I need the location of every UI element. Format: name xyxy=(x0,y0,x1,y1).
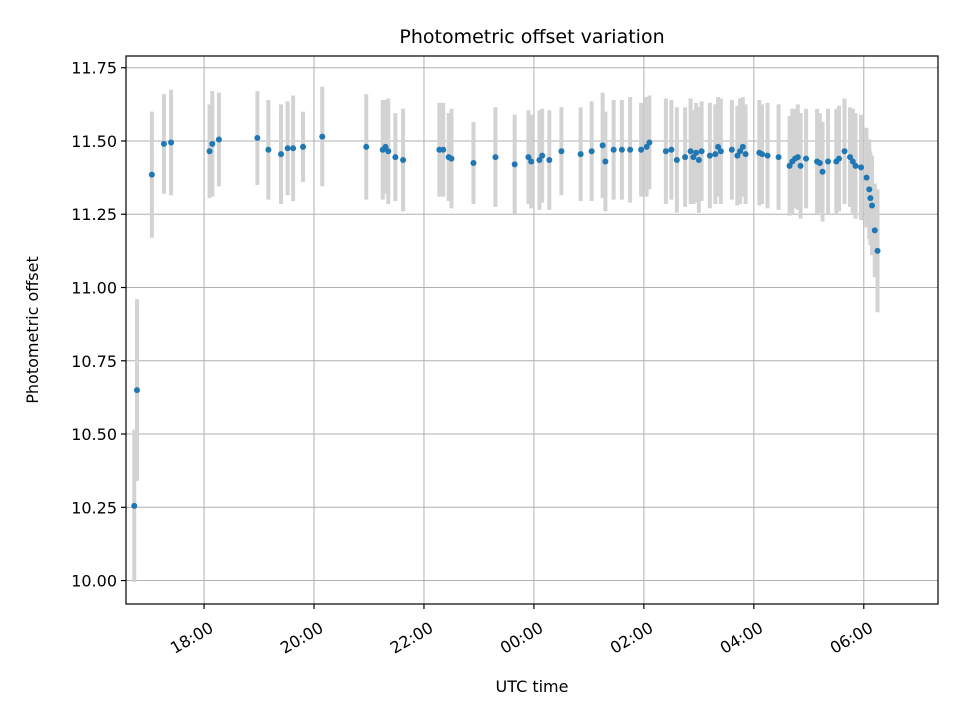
data-point xyxy=(825,158,832,165)
data-point xyxy=(866,186,873,193)
data-point xyxy=(662,148,669,155)
data-point xyxy=(728,146,735,153)
data-point xyxy=(638,146,645,153)
x-axis-title: UTC time xyxy=(496,677,569,696)
data-point xyxy=(290,145,297,152)
data-point xyxy=(627,146,634,153)
data-point xyxy=(528,158,535,165)
data-point xyxy=(715,143,722,150)
data-point xyxy=(849,158,856,165)
data-point xyxy=(673,157,680,164)
data-point xyxy=(858,164,865,171)
data-point xyxy=(602,158,609,165)
data-point xyxy=(206,148,213,155)
data-point xyxy=(803,155,810,162)
data-point xyxy=(643,143,650,150)
data-point xyxy=(871,227,878,234)
data-point xyxy=(131,502,138,509)
chart-title: Photometric offset variation xyxy=(399,26,664,48)
data-point xyxy=(739,143,746,150)
y-axis-title: Photometric offset xyxy=(23,256,42,404)
data-point xyxy=(254,135,261,142)
data-point xyxy=(706,152,713,159)
data-point xyxy=(133,387,140,394)
data-point xyxy=(525,154,532,161)
data-point xyxy=(382,143,389,150)
data-point xyxy=(284,145,291,152)
data-point xyxy=(847,154,854,161)
data-point xyxy=(511,161,518,168)
data-point xyxy=(682,154,689,161)
data-point xyxy=(734,152,741,159)
data-point xyxy=(841,148,848,155)
y-tick-label: 10.00 xyxy=(71,572,117,591)
data-points xyxy=(131,133,881,509)
data-point xyxy=(440,146,447,153)
data-point xyxy=(775,154,782,161)
data-point xyxy=(742,151,749,158)
data-point xyxy=(392,154,399,161)
data-point xyxy=(558,148,565,155)
data-point xyxy=(712,151,719,158)
data-point xyxy=(588,148,595,155)
y-tick-label: 10.25 xyxy=(71,498,117,517)
data-point xyxy=(160,140,167,147)
data-point xyxy=(646,139,653,146)
y-tick-label: 11.25 xyxy=(71,205,117,224)
data-point xyxy=(852,162,859,169)
data-point xyxy=(470,159,477,166)
data-point xyxy=(687,148,694,155)
data-point xyxy=(786,162,793,169)
data-point xyxy=(168,139,175,146)
data-point xyxy=(215,136,222,143)
data-point xyxy=(797,162,804,169)
y-tick-label: 11.75 xyxy=(71,59,117,78)
data-point xyxy=(300,143,307,150)
data-point xyxy=(759,151,766,158)
data-point xyxy=(737,148,744,155)
y-tick-label: 10.75 xyxy=(71,352,117,371)
y-tick-label: 11.50 xyxy=(71,132,117,151)
data-point xyxy=(618,146,625,153)
data-point xyxy=(693,149,700,156)
data-point xyxy=(492,154,499,161)
data-point xyxy=(698,148,705,155)
data-point xyxy=(319,133,326,140)
data-point xyxy=(867,195,874,202)
data-point xyxy=(448,155,455,162)
y-tick-label: 11.00 xyxy=(71,279,117,298)
data-point xyxy=(874,247,881,254)
data-point xyxy=(546,157,553,164)
data-point xyxy=(836,155,843,162)
data-point xyxy=(819,168,826,175)
data-point xyxy=(265,146,272,153)
data-point xyxy=(209,140,216,147)
data-point xyxy=(863,174,870,181)
data-point xyxy=(278,151,285,158)
data-point xyxy=(695,157,702,164)
plot-frame xyxy=(125,55,939,605)
data-point xyxy=(764,152,771,159)
y-tick-label: 10.50 xyxy=(71,425,117,444)
data-point xyxy=(536,157,543,164)
data-point xyxy=(599,142,606,149)
data-point xyxy=(577,151,584,158)
data-point xyxy=(148,171,155,178)
data-point xyxy=(610,146,617,153)
data-point xyxy=(668,146,675,153)
data-point xyxy=(816,159,823,166)
data-point xyxy=(400,157,407,164)
data-point xyxy=(690,154,697,161)
data-point xyxy=(869,202,876,209)
data-point xyxy=(363,143,370,150)
data-point xyxy=(717,148,724,155)
data-point xyxy=(385,148,392,155)
data-point xyxy=(539,152,546,159)
data-point xyxy=(794,154,801,161)
